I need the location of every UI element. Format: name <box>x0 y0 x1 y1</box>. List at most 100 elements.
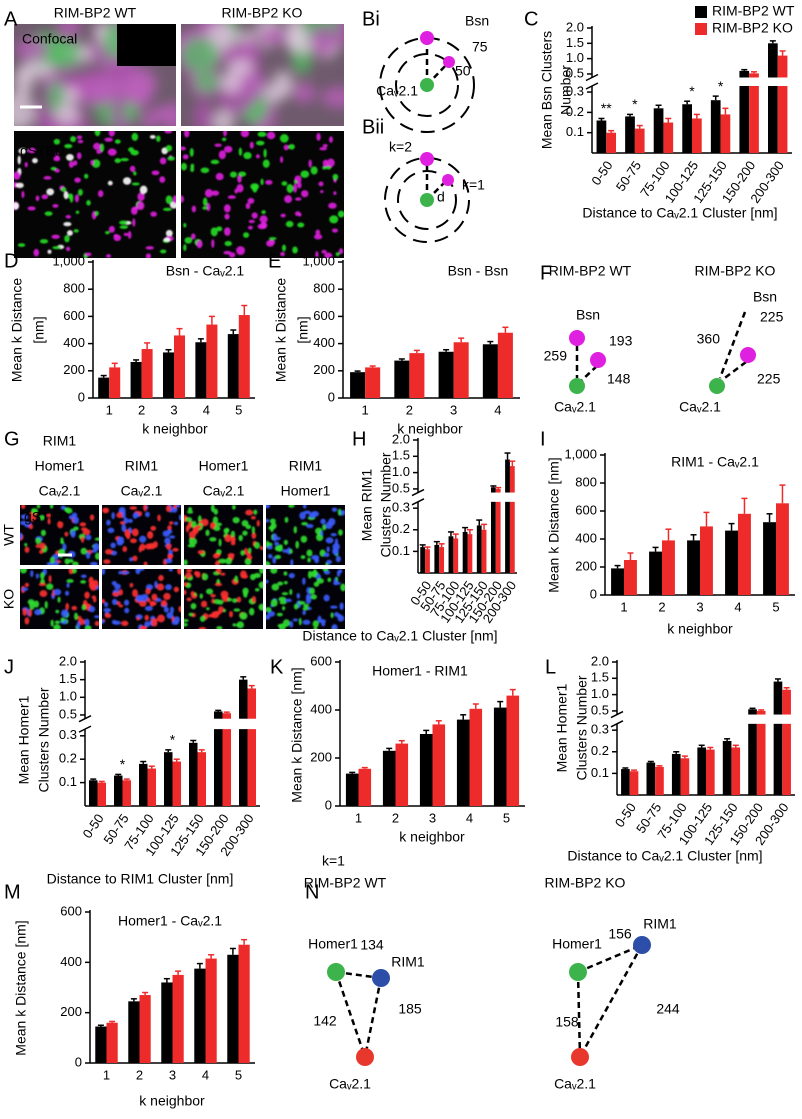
signal-spot <box>88 77 124 102</box>
signal-spot <box>231 536 236 544</box>
error-bar <box>97 1024 104 1027</box>
signal-spot <box>240 131 250 138</box>
signal-spot <box>112 620 121 625</box>
error-bar <box>608 129 615 133</box>
signal-spot <box>30 570 34 578</box>
y-axis-label: Mean k Distance [nm] <box>289 667 305 802</box>
signal-spot <box>86 200 91 206</box>
signal-spot <box>211 190 220 196</box>
signal-spot <box>243 232 250 238</box>
signal-spot <box>254 541 260 549</box>
signal-spot <box>19 61 53 79</box>
signal-spot <box>302 619 311 625</box>
signal-spot <box>215 569 222 574</box>
y-tick-label: 600 <box>310 653 332 668</box>
error-bar <box>148 765 155 769</box>
signal-spot <box>111 580 117 586</box>
signal-spot <box>104 613 112 619</box>
signal-spot <box>163 606 169 613</box>
image-signal <box>184 569 263 629</box>
signal-spot <box>168 569 173 572</box>
signal-spot <box>52 246 61 250</box>
error-bar <box>627 113 633 117</box>
bar <box>680 758 690 795</box>
error-bar <box>732 744 739 748</box>
signal-spot <box>318 619 327 624</box>
signal-spot <box>51 234 60 239</box>
error-bar <box>241 938 248 945</box>
signal-spot <box>145 246 155 250</box>
signal-spot <box>157 514 161 522</box>
signal-spot <box>211 598 215 604</box>
signal-spot <box>225 527 230 533</box>
signal-spot <box>74 177 81 183</box>
signal-spot <box>181 195 184 203</box>
panel-label: E <box>268 250 281 272</box>
y-tick-label: 1,000 <box>52 253 85 268</box>
error-bar <box>435 720 442 725</box>
signal-spot <box>323 552 330 558</box>
signal-spot <box>74 612 78 621</box>
distance-label: 185 <box>398 1001 422 1017</box>
dashed-link <box>335 970 382 980</box>
signal-spot <box>191 205 197 213</box>
signal-spot <box>202 197 208 207</box>
signal-spot <box>223 131 227 137</box>
signal-spot <box>210 505 215 513</box>
signal-spot <box>260 221 268 229</box>
cluster-dot <box>420 78 434 92</box>
bar <box>247 688 256 806</box>
axis-break-mark <box>585 82 599 90</box>
y-tick-label: 0 <box>75 1054 82 1069</box>
signal-spot <box>178 514 181 521</box>
channel-label: Homer1 <box>35 458 85 474</box>
signal-spot <box>118 604 124 608</box>
axis-break <box>584 77 794 86</box>
bar <box>611 568 624 595</box>
error-bar <box>248 684 255 689</box>
y-tick-label: 400 <box>63 335 85 350</box>
signal-spot <box>166 612 174 619</box>
signal-spot <box>276 545 283 552</box>
signal-spot <box>200 518 209 527</box>
signal-spot <box>224 534 232 543</box>
signal-spot <box>73 526 79 531</box>
signal-spot <box>232 598 238 603</box>
signal-spot <box>329 136 333 143</box>
signal-spot <box>24 542 28 547</box>
signal-spot <box>336 613 342 618</box>
signal-spot <box>265 179 273 185</box>
signal-spot <box>157 614 165 623</box>
signal-spot <box>234 575 239 583</box>
image-signal <box>181 131 344 258</box>
signal-spot <box>156 583 165 591</box>
panel-label: D <box>4 250 18 272</box>
y-tick-label: 400 <box>313 335 335 350</box>
bar <box>439 547 445 573</box>
signal-spot <box>64 590 70 596</box>
bar <box>239 679 248 806</box>
cluster-dot <box>442 174 454 186</box>
error-bar <box>215 709 222 712</box>
signal-spot <box>302 610 306 616</box>
signal-spot <box>40 529 46 537</box>
x-tick-label: 3 <box>429 810 436 825</box>
signal-spot <box>136 616 140 621</box>
bar <box>706 749 715 795</box>
signal-spot <box>266 518 270 523</box>
signal-spot <box>77 139 84 144</box>
signal-spot <box>119 225 129 229</box>
signal-spot <box>68 569 74 575</box>
signal-spot <box>14 202 20 210</box>
signal-spot <box>307 557 311 563</box>
cluster-dot <box>420 152 434 166</box>
error-bar <box>230 329 237 335</box>
signal-spot <box>200 167 210 174</box>
error-bar <box>690 534 697 541</box>
signal-spot <box>191 520 197 529</box>
signal-spot <box>57 520 64 529</box>
bar <box>497 332 513 398</box>
signal-spot <box>94 131 101 137</box>
significance-marker: * <box>170 732 176 748</box>
signal-spot <box>250 573 256 581</box>
